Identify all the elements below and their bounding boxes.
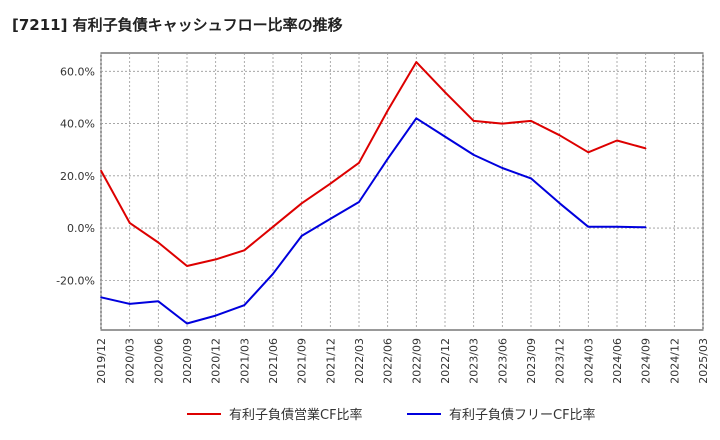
data-point — [157, 300, 160, 303]
x-tick-label: 2022/09 — [410, 338, 423, 384]
y-tick-label: 60.0% — [60, 65, 95, 78]
y-tick-label: 40.0% — [60, 118, 95, 131]
data-point — [616, 139, 618, 142]
legend-label: 有利子負債フリーCF比率 — [449, 407, 596, 423]
data-point — [501, 122, 504, 125]
data-point — [415, 117, 418, 120]
series-line-2 — [100, 117, 646, 325]
x-tick-label: 2023/09 — [525, 338, 538, 384]
x-tick-label: 2022/06 — [382, 338, 395, 384]
series-line-1 — [100, 61, 646, 267]
x-tick-label: 2022/03 — [353, 338, 366, 384]
data-point — [272, 273, 274, 275]
data-point — [272, 225, 274, 228]
data-point — [558, 134, 561, 137]
axis-layer: 60.0% 40.0% 20.0% 0.0% -20.0% 2019/12 2020/03 2… — [56, 65, 710, 383]
x-tick-label: 2021/12 — [324, 338, 337, 384]
x-tick-label: 2024/06 — [611, 338, 624, 384]
data-point — [128, 303, 131, 305]
data-point — [616, 225, 618, 228]
legend-label: 有利子負債営業CF比率 — [229, 407, 363, 423]
plot-frame — [100, 52, 704, 331]
chart-title: [7211] 有利子負債キャッシュフロー比率の推移 — [12, 16, 343, 34]
x-tick-label: 2019/12 — [95, 338, 108, 384]
data-point — [587, 225, 590, 228]
data-point — [444, 135, 446, 138]
data-point — [329, 182, 332, 185]
data-point — [214, 314, 217, 317]
legend-layer: 有利子負債営業CF比率 有利子負債フリーCF比率 — [187, 407, 596, 423]
data-point — [214, 258, 217, 261]
data-point — [300, 235, 303, 237]
data-point — [157, 241, 160, 244]
data-point — [243, 249, 246, 252]
data-point — [186, 265, 188, 267]
x-tick-label: 2024/03 — [582, 338, 595, 384]
x-tick-label: 2021/09 — [296, 338, 309, 384]
grid-layer — [100, 52, 704, 331]
data-point — [386, 158, 389, 160]
series-layer — [100, 61, 647, 325]
x-tick-label: 2020/06 — [152, 338, 165, 384]
x-tick-label: 2020/03 — [124, 338, 137, 384]
x-tick-label: 2021/06 — [267, 338, 280, 384]
data-point — [472, 154, 475, 156]
data-point — [186, 322, 188, 325]
data-point — [100, 296, 102, 299]
data-point — [386, 109, 389, 112]
data-point — [415, 61, 418, 63]
data-point — [644, 226, 647, 229]
x-tick-label: 2024/09 — [640, 338, 653, 384]
x-tick-label: 2020/09 — [181, 338, 194, 384]
x-tick-label: 2025/03 — [697, 338, 710, 384]
x-tick-label: 2020/12 — [210, 338, 223, 384]
y-tick-label: 20.0% — [60, 170, 95, 183]
data-point — [358, 161, 360, 164]
data-point — [530, 120, 532, 122]
data-point — [558, 202, 561, 205]
x-tick-label: 2024/12 — [668, 338, 681, 384]
y-tick-label: -20.0% — [56, 274, 95, 287]
data-point — [243, 304, 246, 306]
data-point — [501, 167, 504, 169]
data-point — [472, 120, 475, 122]
data-point — [587, 151, 590, 154]
x-tick-label: 2023/03 — [468, 338, 481, 384]
data-point — [644, 147, 647, 150]
data-point — [530, 177, 532, 180]
x-tick-label: 2022/12 — [439, 338, 452, 384]
data-point — [329, 218, 332, 220]
data-point — [100, 169, 102, 172]
x-tick-label: 2021/03 — [238, 338, 251, 384]
data-point — [358, 201, 360, 203]
y-tick-label: 0.0% — [67, 222, 95, 235]
x-tick-label: 2023/06 — [496, 338, 509, 384]
x-tick-label: 2023/12 — [554, 338, 567, 384]
data-point — [300, 202, 303, 205]
data-point — [128, 222, 131, 224]
data-point — [444, 91, 446, 93]
